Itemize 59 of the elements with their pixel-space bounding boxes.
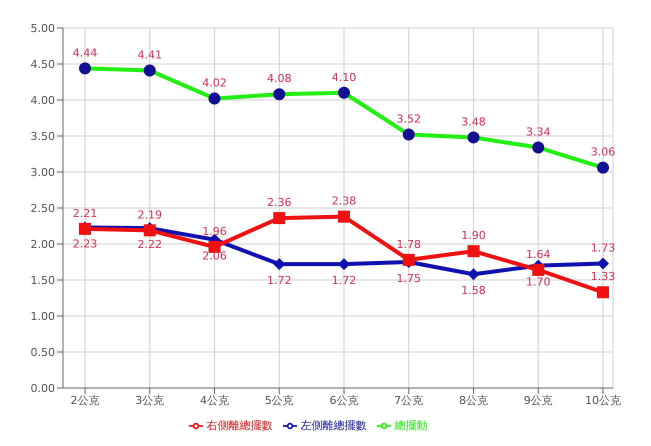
data-label: 3.34	[526, 126, 550, 139]
data-label: 1.33	[590, 270, 616, 284]
data-label: 2.21	[72, 206, 98, 220]
data-label: 4.10	[332, 70, 356, 84]
x-tick-label: 4公克	[200, 394, 229, 407]
y-tick-label: 5.00	[30, 22, 55, 35]
data-label: 1.73	[590, 241, 616, 254]
data-label: 1.64	[526, 248, 550, 261]
legend-label: 右側離總擺數	[206, 419, 272, 432]
y-tick-label: 3.50	[30, 130, 55, 143]
data-label: 2.23	[72, 237, 98, 250]
data-label: 3.52	[396, 112, 421, 126]
x-tick-label: 8公克	[459, 394, 488, 407]
y-tick-label: 3.00	[30, 166, 55, 179]
data-label: 1.96	[202, 224, 227, 238]
data-label: 1.90	[461, 229, 486, 242]
legend-label: 總擺動	[394, 419, 428, 432]
data-label: 4.41	[138, 48, 162, 62]
point	[468, 245, 480, 258]
data-label: 4.02	[202, 76, 227, 90]
y-tick-label: 4.50	[30, 58, 55, 71]
data-label: 3.48	[461, 115, 486, 128]
point	[532, 264, 544, 276]
point	[597, 257, 609, 270]
data-label: 3.06	[590, 146, 616, 159]
y-tick-label: 0.50	[30, 346, 55, 359]
y-tick-label: 1.00	[30, 310, 55, 323]
x-tick-label: 9公克	[524, 394, 553, 407]
x-tick-label: 5公克	[264, 394, 294, 407]
point	[468, 268, 480, 280]
data-label: 1.72	[267, 274, 292, 288]
x-tick-label: 3公克	[135, 394, 164, 407]
data-label: 2.38	[332, 194, 356, 208]
point	[597, 286, 609, 298]
data-label: 2.36	[267, 196, 292, 210]
data-label: 1.70	[526, 276, 550, 289]
legend-label: 左側離總擺數	[300, 419, 366, 432]
x-tick-label: 10公克	[585, 394, 621, 407]
data-label: 1.58	[461, 284, 486, 298]
data-label: 2.06	[202, 250, 227, 263]
data-label: 1.72	[332, 274, 356, 288]
data-label: 1.75	[396, 272, 421, 285]
data-label: 2.22	[138, 238, 162, 252]
point	[338, 210, 350, 223]
x-tick-label: 6公克	[330, 394, 358, 407]
y-tick-label: 1.50	[30, 274, 55, 287]
y-tick-label: 4.00	[30, 94, 55, 107]
data-label: 2.19	[138, 208, 162, 222]
y-tick-label: 2.00	[30, 238, 55, 251]
y-tick-label: 0.00	[30, 382, 55, 395]
x-tick-label: 7公克	[394, 394, 424, 407]
y-tick-label: 2.50	[30, 202, 55, 215]
data-label: 4.44	[72, 46, 98, 60]
point	[338, 258, 350, 270]
data-label: 1.78	[396, 238, 421, 251]
data-label: 4.08	[267, 72, 292, 86]
point	[273, 212, 286, 224]
point	[402, 254, 415, 266]
x-tick-label: 2公克	[70, 394, 100, 407]
